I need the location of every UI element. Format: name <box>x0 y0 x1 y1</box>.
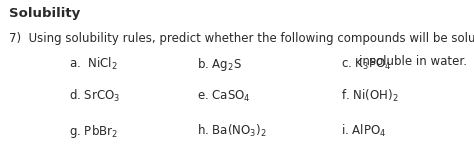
Text: d. SrCO$_3$: d. SrCO$_3$ <box>69 88 120 104</box>
Text: insoluble in water.: insoluble in water. <box>359 55 467 68</box>
Text: b. Ag$_2$S: b. Ag$_2$S <box>197 56 242 73</box>
Text: i. AlPO$_4$: i. AlPO$_4$ <box>341 123 386 139</box>
Text: f. Ni(OH)$_2$: f. Ni(OH)$_2$ <box>341 88 399 104</box>
Text: c. K$_3$PO$_4$: c. K$_3$PO$_4$ <box>341 57 392 72</box>
Text: Solubility: Solubility <box>9 7 80 20</box>
Text: e. CaSO$_4$: e. CaSO$_4$ <box>197 89 250 104</box>
Text: a.  NiCl$_2$: a. NiCl$_2$ <box>69 56 117 73</box>
Text: h. Ba(NO$_3$)$_2$: h. Ba(NO$_3$)$_2$ <box>197 123 266 139</box>
Text: 7)  Using solubility rules, predict whether the following compounds will be solu: 7) Using solubility rules, predict wheth… <box>9 32 474 45</box>
Text: g. PbBr$_2$: g. PbBr$_2$ <box>69 123 118 140</box>
